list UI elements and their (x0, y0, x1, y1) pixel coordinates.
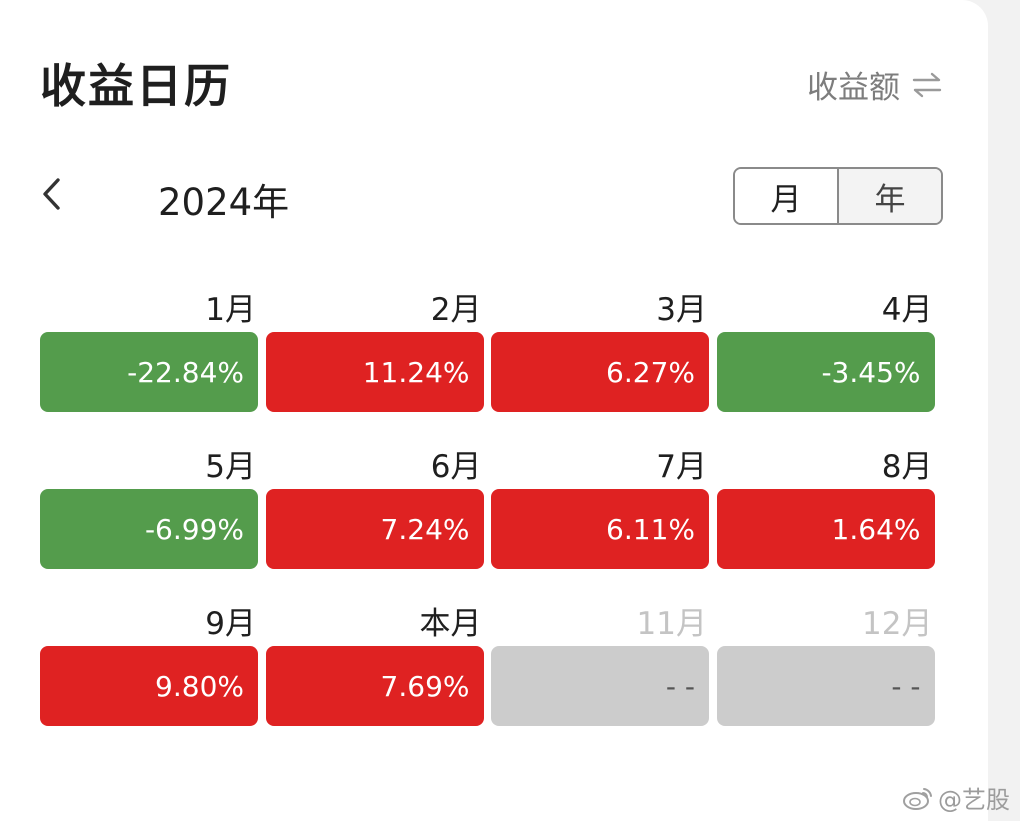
month-cell: 8月 1.64% (716, 447, 935, 569)
month-cell: 7月 6.11% (491, 447, 709, 569)
watermark: @艺股 (902, 780, 1010, 815)
earnings-calendar-card: 收益日历 收益额 2024年 月 年 1月 -22.84% 2月 11.24% 3月 6.… (0, 0, 988, 821)
metric-label: 收益额 (807, 70, 900, 106)
month-return-tile[interactable]: -6.99% (40, 489, 258, 569)
month-cell: 本月 7.69% (265, 604, 484, 726)
page-title: 收益日历 (40, 59, 232, 113)
month-view-button[interactable]: 月 (735, 169, 837, 223)
month-return-tile[interactable]: - - (491, 646, 709, 726)
weibo-logo-icon (903, 787, 932, 810)
year-view-button[interactable]: 年 (837, 169, 941, 223)
month-cell: 6月 7.24% (265, 447, 484, 569)
month-cell: 4月 -3.45% (716, 290, 935, 412)
month-return-tile[interactable]: -3.45% (716, 332, 935, 412)
month-cell: 3月 6.27% (491, 290, 709, 412)
month-label: 3月 (656, 292, 707, 328)
month-label: 9月 (205, 606, 256, 642)
month-label: 8月 (881, 449, 933, 485)
month-return-tile[interactable]: 7.24% (265, 489, 484, 569)
swap-arrows-icon (912, 72, 942, 97)
month-cell: 9月 9.80% (40, 604, 258, 726)
month-label: 2月 (430, 292, 482, 328)
chevron-left-icon[interactable] (36, 172, 72, 216)
month-return-tile[interactable]: 9.80% (40, 646, 258, 726)
month-cell: 12月 - - (716, 604, 935, 726)
metric-switch-button[interactable]: 收益额 (807, 62, 942, 107)
month-return-tile[interactable]: 11.24% (265, 332, 484, 412)
view-toggle: 月 年 (733, 167, 943, 225)
watermark-text: @艺股 (938, 786, 1010, 814)
year-navigation: 2024年 月 年 (0, 160, 988, 230)
month-return-tile[interactable]: 6.27% (491, 332, 709, 412)
month-return-tile[interactable]: 7.69% (265, 646, 484, 726)
month-return-tile[interactable]: -22.84% (40, 332, 258, 412)
month-return-tile[interactable]: - - (716, 646, 935, 726)
month-return-tile[interactable]: 1.64% (716, 489, 935, 569)
month-label: 7月 (656, 449, 707, 485)
month-label: 12月 (862, 606, 933, 642)
month-cell: 11月 - - (491, 604, 709, 726)
month-return-tile[interactable]: 6.11% (491, 489, 709, 569)
month-label: 本月 (419, 606, 482, 642)
month-cell: 1月 -22.84% (40, 290, 258, 412)
month-label: 4月 (881, 292, 933, 328)
month-label: 1月 (205, 292, 256, 328)
month-cell: 5月 -6.99% (40, 447, 258, 569)
year-label: 2024年 (158, 181, 290, 224)
month-label: 5月 (205, 449, 256, 485)
month-label: 11月 (636, 606, 707, 642)
month-label: 6月 (430, 449, 482, 485)
month-cell: 2月 11.24% (265, 290, 484, 412)
